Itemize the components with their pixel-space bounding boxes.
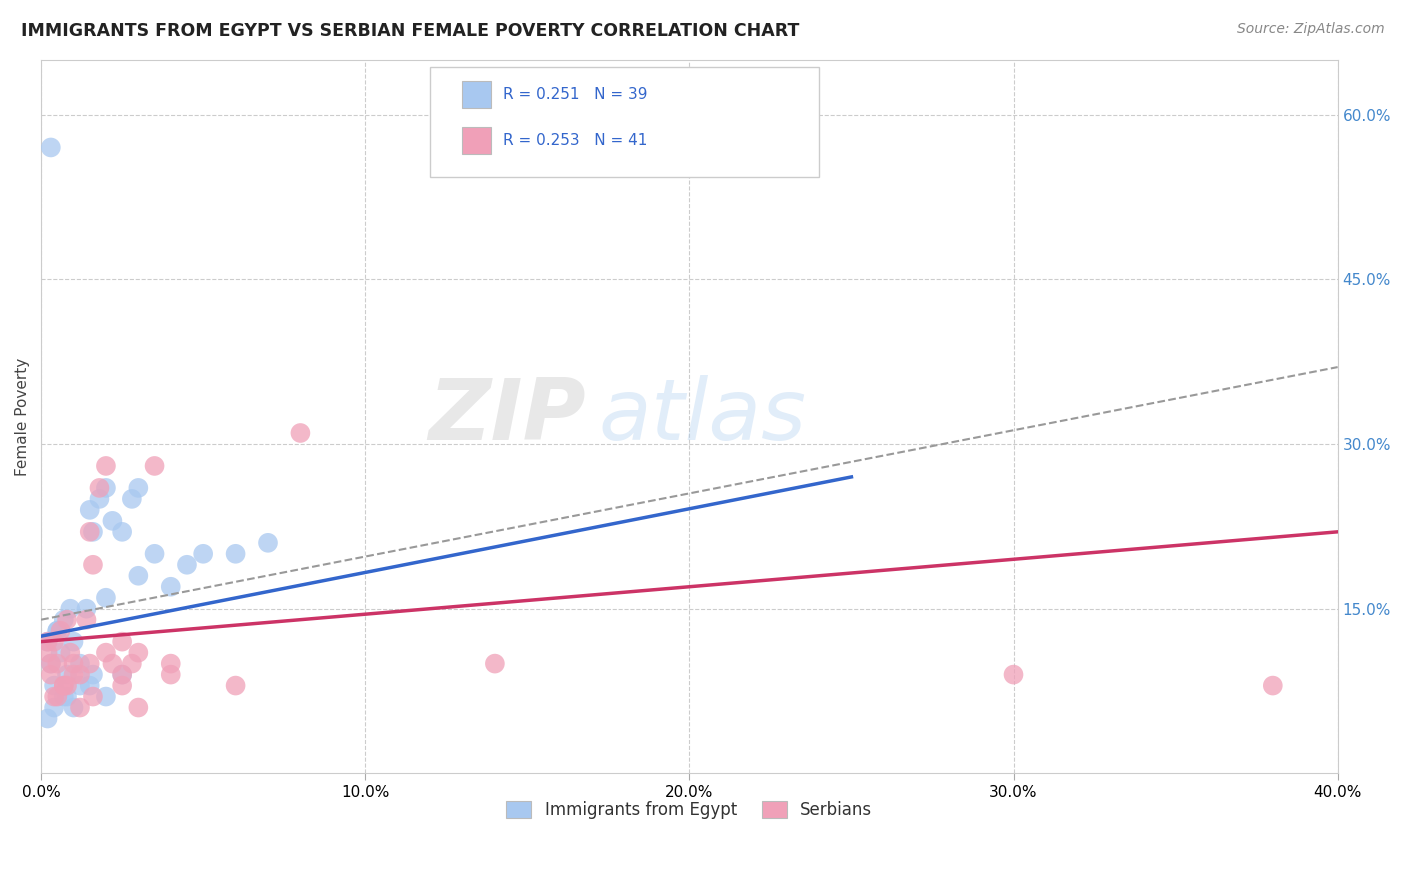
Point (127, 700, 149, 714)
Point (94, 690, 117, 704)
Point (52, 679, 75, 693)
Point (121, 491, 143, 506)
Point (56, 679, 79, 693)
Point (484, 657, 506, 671)
Point (37, 634, 59, 648)
Point (39, 657, 62, 671)
Point (111, 524, 134, 539)
Point (79, 679, 101, 693)
Point (94, 591, 117, 605)
Point (82, 558, 104, 572)
Point (37, 646, 59, 660)
Point (37, 634, 59, 648)
Point (111, 667, 134, 681)
Text: R = 0.251   N = 39: R = 0.251 N = 39 (503, 87, 647, 102)
Point (1261, 679, 1284, 693)
FancyBboxPatch shape (463, 81, 491, 108)
Point (39, 657, 62, 671)
Point (79, 524, 101, 539)
Point (193, 547, 215, 561)
Legend: Immigrants from Egypt, Serbians: Immigrants from Egypt, Serbians (499, 794, 879, 826)
Point (111, 634, 134, 648)
Point (42, 690, 65, 704)
FancyBboxPatch shape (430, 67, 820, 178)
Point (143, 547, 166, 561)
Point (76, 601, 98, 615)
Point (79, 503, 101, 517)
Point (42, 700, 65, 714)
Point (111, 679, 134, 693)
Point (127, 646, 149, 660)
Point (82, 667, 104, 681)
Text: R = 0.253   N = 41: R = 0.253 N = 41 (503, 133, 647, 148)
Point (52, 679, 75, 693)
Point (111, 667, 134, 681)
Point (290, 425, 312, 440)
Point (143, 458, 166, 473)
Point (176, 558, 198, 572)
Point (127, 481, 149, 495)
Point (121, 657, 143, 671)
Point (101, 657, 124, 671)
Point (225, 547, 247, 561)
Point (257, 536, 280, 550)
Point (52, 613, 75, 627)
Point (62, 700, 84, 714)
Point (127, 568, 149, 582)
Point (62, 634, 84, 648)
Point (39, 140, 62, 154)
Point (46, 690, 69, 704)
Point (46, 624, 69, 638)
Text: Source: ZipAtlas.com: Source: ZipAtlas.com (1237, 22, 1385, 37)
Point (94, 481, 117, 495)
Point (69, 679, 91, 693)
Point (82, 524, 104, 539)
Point (69, 700, 91, 714)
Point (56, 667, 79, 681)
Point (159, 657, 181, 671)
Point (42, 679, 65, 693)
Point (39, 667, 62, 681)
Point (69, 667, 91, 681)
Point (56, 613, 79, 627)
Point (46, 624, 69, 638)
Point (94, 458, 117, 473)
Point (79, 657, 101, 671)
Point (94, 646, 117, 660)
Point (1002, 667, 1025, 681)
Point (52, 690, 75, 704)
Point (159, 580, 181, 594)
Point (69, 657, 91, 671)
Point (89, 481, 111, 495)
Point (76, 613, 98, 627)
Text: ZIP: ZIP (427, 375, 586, 458)
Point (56, 690, 79, 704)
Point (37, 712, 59, 726)
FancyBboxPatch shape (463, 127, 491, 153)
Point (59, 601, 82, 615)
Point (59, 646, 82, 660)
Point (49, 646, 72, 660)
Point (82, 690, 104, 704)
Point (62, 667, 84, 681)
Point (46, 657, 69, 671)
Point (89, 491, 111, 506)
Text: atlas: atlas (599, 375, 807, 458)
Point (49, 624, 72, 638)
Point (42, 634, 65, 648)
Point (159, 667, 181, 681)
Point (101, 514, 124, 528)
Point (62, 657, 84, 671)
Text: IMMIGRANTS FROM EGYPT VS SERBIAN FEMALE POVERTY CORRELATION CHART: IMMIGRANTS FROM EGYPT VS SERBIAN FEMALE … (21, 22, 800, 40)
Y-axis label: Female Poverty: Female Poverty (15, 358, 30, 475)
Point (225, 679, 247, 693)
